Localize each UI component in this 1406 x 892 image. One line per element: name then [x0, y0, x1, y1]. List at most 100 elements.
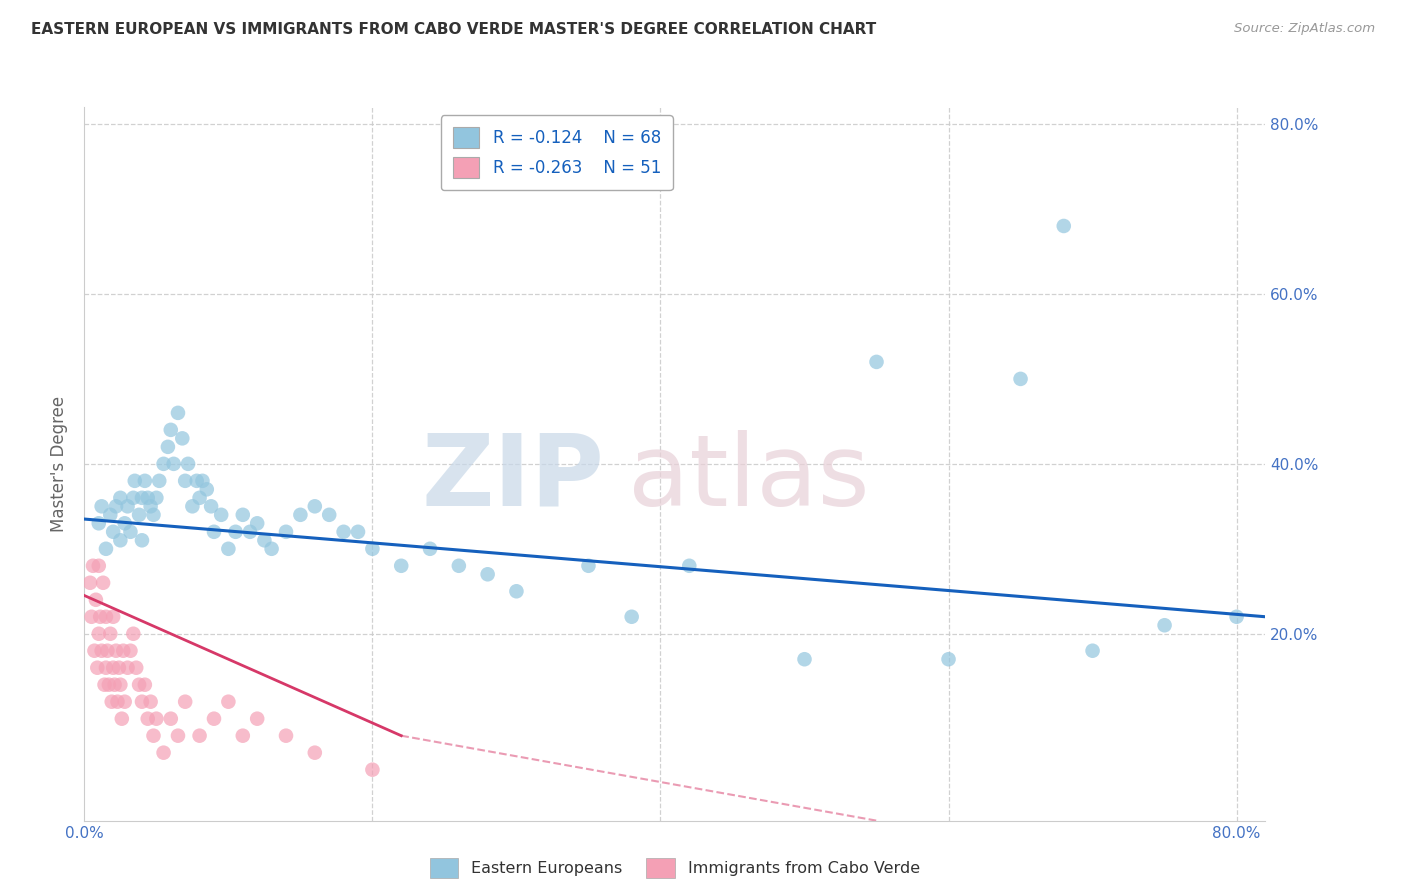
Point	[104, 678, 127, 692]
Point	[152, 746, 174, 760]
Point	[188, 729, 211, 743]
Y-axis label: Master's Degree: Master's Degree	[51, 396, 69, 532]
Point	[246, 516, 269, 531]
Point	[167, 406, 190, 420]
Point	[159, 423, 181, 437]
Point	[174, 474, 197, 488]
Point	[122, 626, 145, 640]
Point	[120, 524, 142, 539]
Point	[90, 644, 112, 658]
Point	[79, 575, 101, 590]
Point	[142, 729, 165, 743]
Point	[134, 678, 156, 692]
Point	[87, 558, 110, 573]
Point	[101, 661, 124, 675]
Text: Source: ZipAtlas.com: Source: ZipAtlas.com	[1234, 22, 1375, 36]
Point	[114, 516, 136, 531]
Point	[120, 644, 142, 658]
Point	[107, 695, 129, 709]
Point	[447, 558, 470, 573]
Point	[232, 729, 254, 743]
Point	[186, 474, 208, 488]
Point	[89, 609, 111, 624]
Point	[167, 729, 190, 743]
Point	[87, 626, 110, 640]
Point	[101, 524, 124, 539]
Point	[139, 500, 162, 514]
Point	[1153, 618, 1175, 632]
Point	[117, 661, 139, 675]
Point	[477, 567, 499, 582]
Point	[195, 483, 218, 497]
Point	[260, 541, 283, 556]
Point	[94, 541, 117, 556]
Point	[131, 695, 153, 709]
Point	[128, 678, 150, 692]
Point	[91, 575, 114, 590]
Point	[188, 491, 211, 505]
Point	[152, 457, 174, 471]
Point	[361, 763, 384, 777]
Point	[90, 500, 112, 514]
Point	[505, 584, 527, 599]
Point	[131, 533, 153, 548]
Point	[80, 609, 103, 624]
Text: ZIP: ZIP	[422, 430, 605, 526]
Point	[347, 524, 370, 539]
Point	[938, 652, 960, 666]
Point	[232, 508, 254, 522]
Point	[98, 626, 121, 640]
Point	[1010, 372, 1032, 386]
Point	[332, 524, 354, 539]
Point	[112, 644, 135, 658]
Legend: Eastern Europeans, Immigrants from Cabo Verde: Eastern Europeans, Immigrants from Cabo …	[423, 852, 927, 884]
Point	[246, 712, 269, 726]
Point	[159, 712, 181, 726]
Point	[209, 508, 232, 522]
Point	[145, 491, 167, 505]
Point	[389, 558, 412, 573]
Point	[101, 609, 124, 624]
Point	[124, 474, 146, 488]
Point	[122, 491, 145, 505]
Point	[94, 661, 117, 675]
Text: EASTERN EUROPEAN VS IMMIGRANTS FROM CABO VERDE MASTER'S DEGREE CORRELATION CHART: EASTERN EUROPEAN VS IMMIGRANTS FROM CABO…	[31, 22, 876, 37]
Point	[98, 508, 121, 522]
Point	[172, 431, 194, 445]
Point	[83, 644, 105, 658]
Point	[202, 712, 225, 726]
Point	[217, 695, 239, 709]
Point	[304, 746, 326, 760]
Point	[1053, 219, 1076, 233]
Point	[87, 516, 110, 531]
Point	[174, 695, 197, 709]
Point	[114, 695, 136, 709]
Point	[361, 541, 384, 556]
Point	[419, 541, 441, 556]
Point	[620, 609, 643, 624]
Point	[145, 712, 167, 726]
Point	[84, 592, 107, 607]
Point	[177, 457, 200, 471]
Point	[200, 500, 222, 514]
Point	[82, 558, 104, 573]
Point	[181, 500, 204, 514]
Point	[108, 661, 131, 675]
Point	[793, 652, 815, 666]
Point	[191, 474, 214, 488]
Point	[136, 491, 159, 505]
Point	[1226, 609, 1249, 624]
Point	[304, 500, 326, 514]
Point	[1081, 644, 1104, 658]
Point	[318, 508, 340, 522]
Point	[274, 524, 297, 539]
Point	[111, 712, 134, 726]
Point	[163, 457, 186, 471]
Point	[142, 508, 165, 522]
Point	[274, 729, 297, 743]
Point	[678, 558, 700, 573]
Point	[94, 609, 117, 624]
Point	[128, 508, 150, 522]
Point	[110, 491, 132, 505]
Point	[253, 533, 276, 548]
